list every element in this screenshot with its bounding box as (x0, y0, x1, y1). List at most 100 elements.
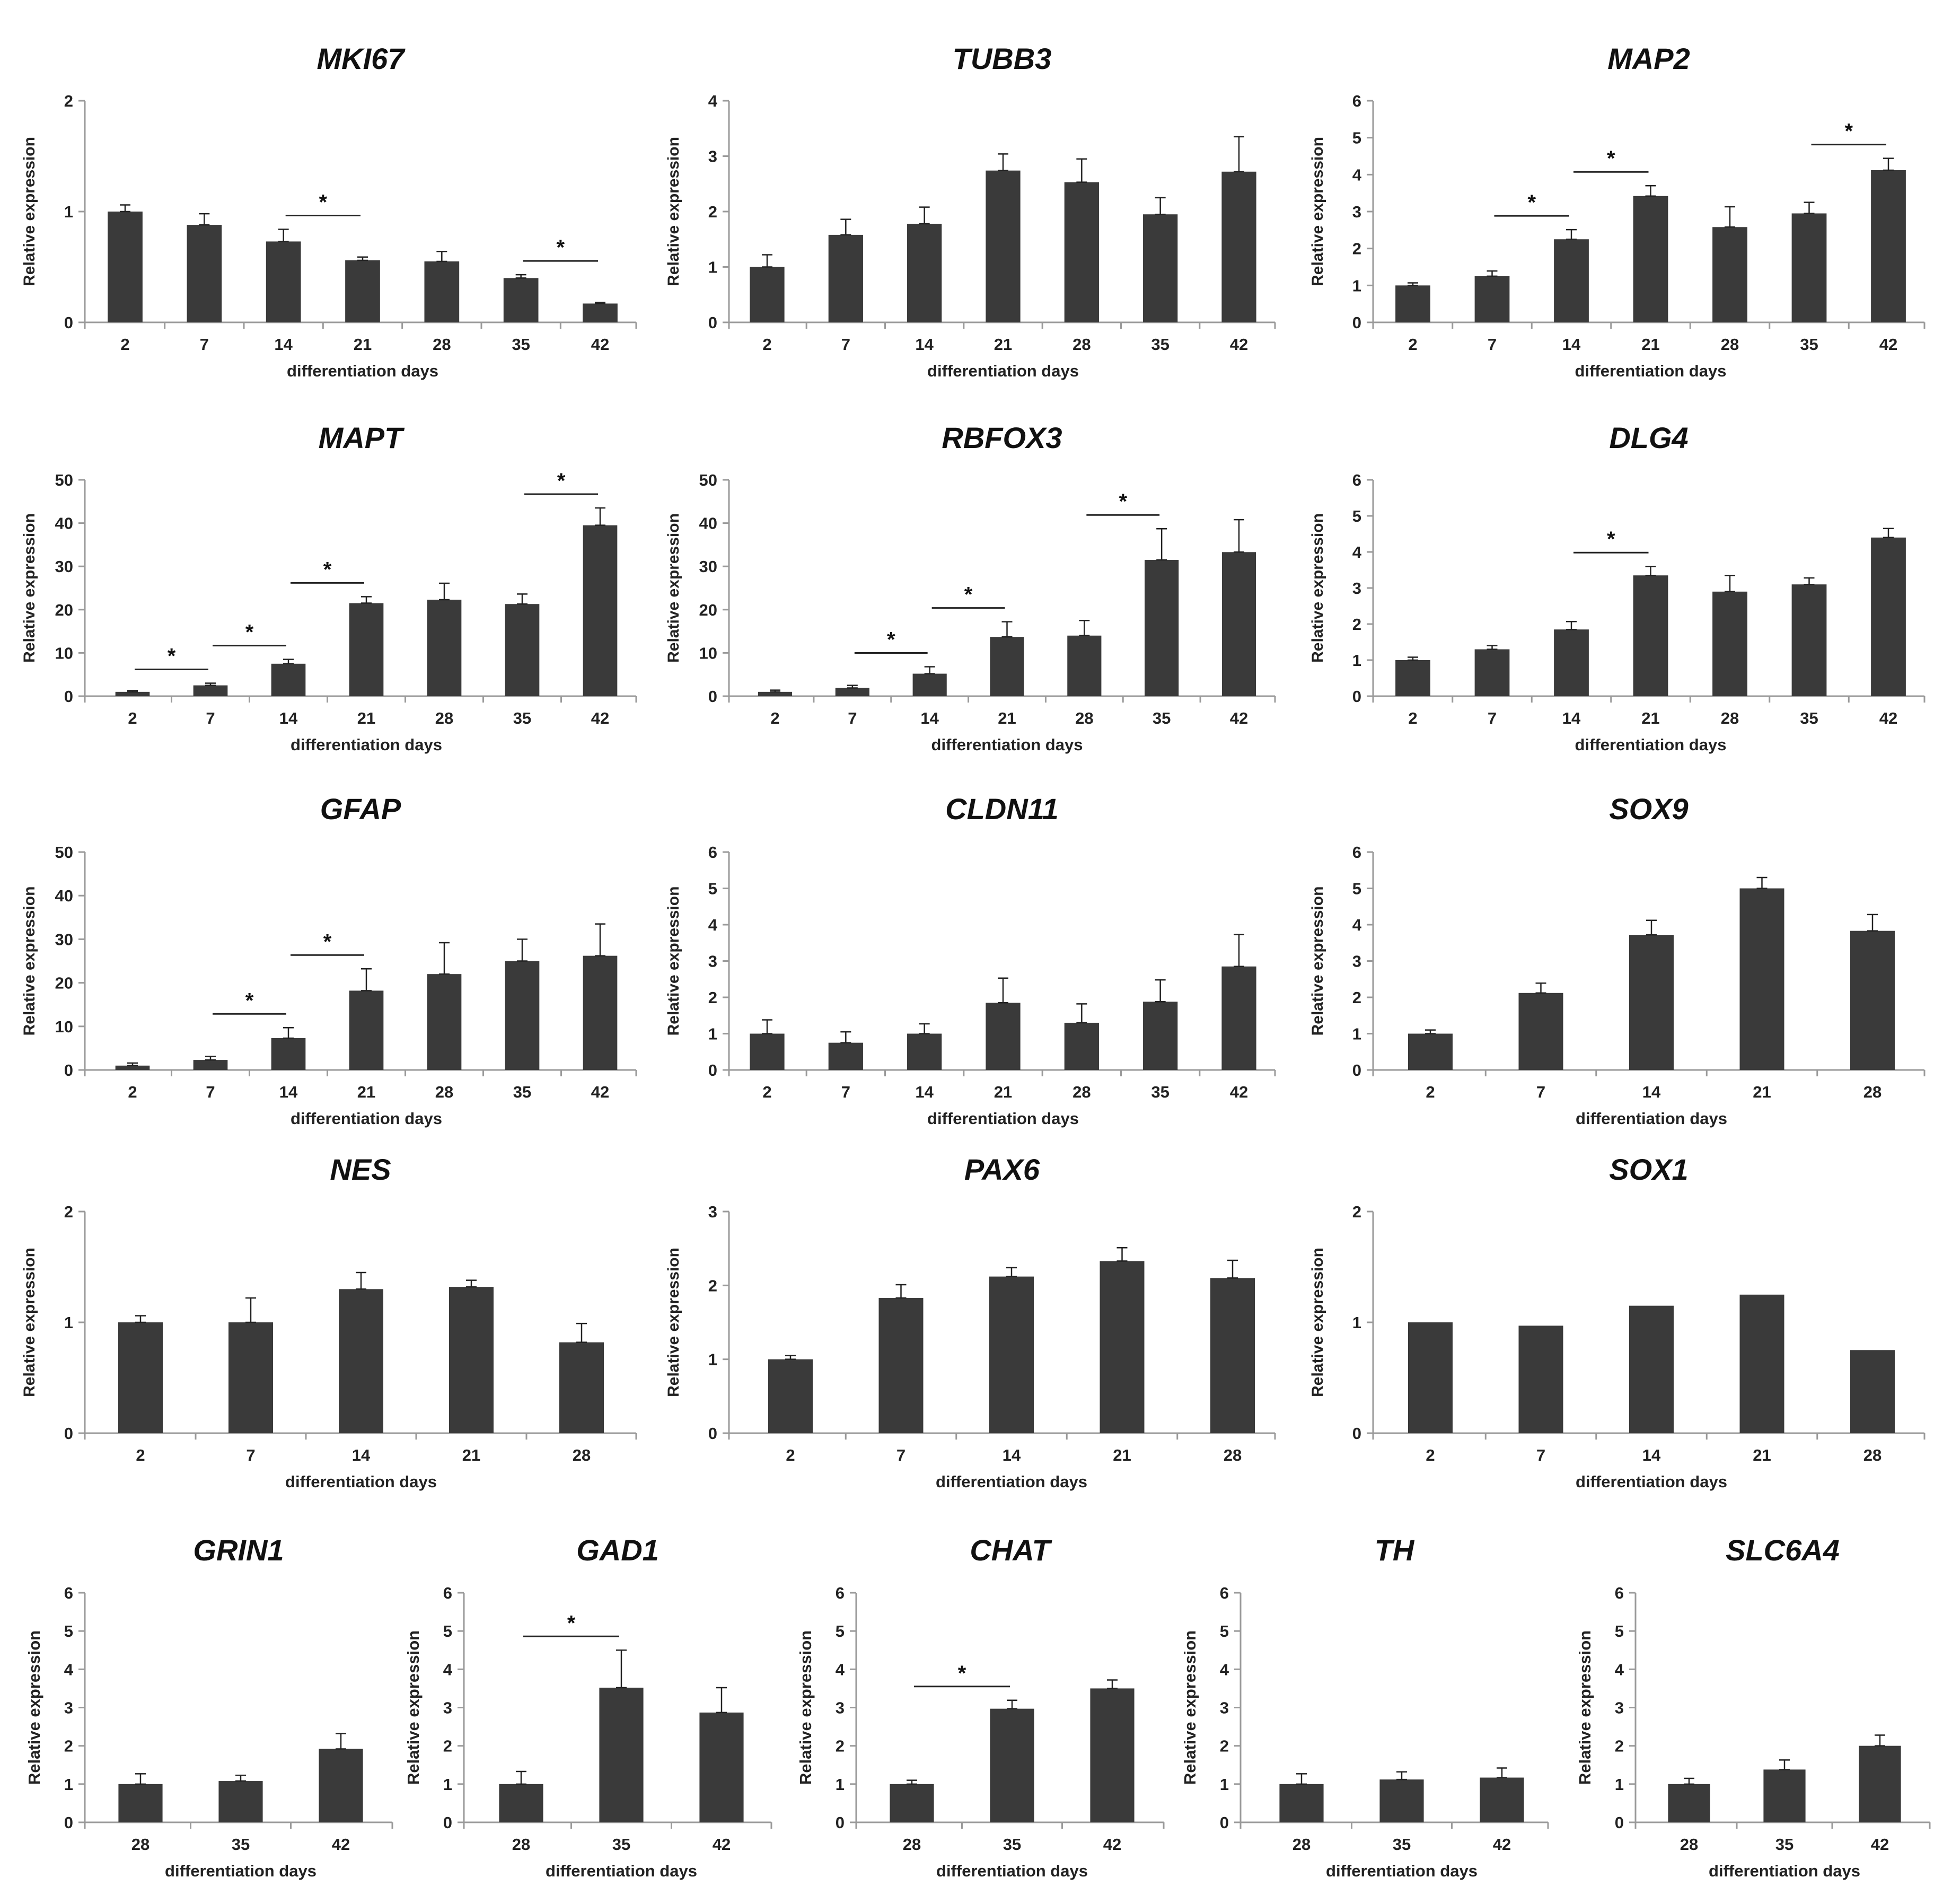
significance-star: * (319, 190, 328, 214)
y-tick-label: 5 (443, 1622, 452, 1640)
x-axis-label: differentiation days (285, 1472, 437, 1491)
bar-gad1-day-35 (599, 1687, 644, 1822)
bar-rbfox3-day-2 (758, 691, 793, 696)
y-axis-label: Relative expression (21, 137, 38, 286)
bar-tubb3-day-42 (1221, 171, 1256, 322)
x-axis-label: differentiation days (165, 1862, 316, 1880)
x-tick-label: 21 (994, 335, 1012, 354)
x-tick-label: 7 (206, 709, 215, 727)
y-tick-label: 40 (699, 514, 717, 533)
significance-star: * (1607, 528, 1615, 551)
x-tick-label: 35 (1151, 1083, 1169, 1101)
bar-dlg4-day-14 (1554, 629, 1589, 696)
x-tick-label: 2 (1426, 1446, 1435, 1464)
y-tick-label: 2 (1352, 988, 1361, 1007)
bar-rbfox3-day-14 (912, 673, 947, 696)
chart-title: MAP2 (1607, 42, 1690, 75)
bar-sox9-day-2 (1408, 1033, 1453, 1070)
bar-th-day-28 (1279, 1784, 1324, 1822)
y-axis-label: Relative expression (1309, 1248, 1326, 1397)
y-tick-label: 0 (708, 687, 717, 706)
chart-title: TUBB3 (953, 42, 1052, 75)
y-tick-label: 4 (1615, 1660, 1624, 1679)
bar-slc6a4-day-28 (1668, 1784, 1710, 1822)
chart-rbfox3: RBFOX3 0 10 20 30 40 50 Relative expression 2 7 14… (665, 421, 1276, 754)
chart-title: CHAT (970, 1533, 1052, 1567)
x-tick-label: 7 (896, 1446, 905, 1464)
significance-star: * (964, 583, 973, 607)
bar-sox1-day-21 (1739, 1294, 1784, 1433)
x-tick-label: 21 (1753, 1446, 1771, 1464)
x-tick-label: 28 (512, 1835, 530, 1854)
bar-rbfox3-day-35 (1145, 559, 1179, 696)
bar-mki67-day-14 (266, 241, 301, 322)
y-tick-label: 0 (708, 1424, 717, 1443)
y-tick-label: 2 (708, 203, 717, 221)
y-tick-label: 2 (708, 1276, 717, 1295)
bar-dlg4-day-21 (1633, 575, 1668, 696)
chart-sox9: SOX9 0 1 2 3 4 5 6 Relative expression 2 7 14 21 28 di… (1309, 792, 1926, 1128)
x-tick-label: 28 (435, 1083, 453, 1101)
y-tick-label: 3 (1615, 1699, 1624, 1717)
x-tick-label: 2 (1426, 1083, 1435, 1101)
bar-gad1-day-42 (699, 1712, 744, 1822)
x-tick-label: 28 (1293, 1835, 1311, 1854)
y-tick-label: 20 (55, 601, 73, 619)
x-tick-label: 7 (200, 335, 209, 354)
y-tick-label: 4 (708, 916, 718, 934)
y-axis-label: Relative expression (1181, 1630, 1199, 1785)
x-tick-label: 35 (512, 335, 530, 354)
x-tick-label: 28 (573, 1446, 591, 1464)
x-tick-label: 14 (352, 1446, 371, 1464)
chart-grin1: GRIN1 0 1 2 3 4 5 6 Relative expression 28 35 42 dif… (25, 1533, 393, 1880)
x-axis-label: differentiation days (1576, 1109, 1727, 1128)
y-tick-label: 20 (55, 974, 73, 993)
y-tick-label: 3 (836, 1699, 845, 1717)
bar-dlg4-day-28 (1712, 591, 1747, 696)
y-tick-label: 1 (1352, 276, 1361, 295)
bar-cldn11-day-42 (1221, 966, 1256, 1070)
y-tick-label: 2 (64, 92, 73, 110)
x-tick-label: 35 (1800, 709, 1818, 727)
y-tick-label: 5 (836, 1622, 845, 1640)
x-tick-label: 2 (1408, 709, 1417, 727)
y-axis-label: Relative expression (1309, 513, 1326, 663)
significance-star: * (245, 989, 254, 1012)
y-tick-label: 2 (1352, 1203, 1361, 1221)
y-tick-label: 6 (1615, 1584, 1624, 1602)
y-tick-label: 4 (836, 1660, 845, 1679)
bar-pax6-day-28 (1210, 1278, 1255, 1433)
x-tick-label: 35 (1003, 1835, 1021, 1854)
bar-pax6-day-14 (989, 1276, 1034, 1433)
x-tick-label: 7 (848, 709, 857, 727)
y-tick-label: 1 (708, 1350, 717, 1369)
bar-mki67-day-35 (503, 278, 539, 322)
significance-star: * (323, 558, 332, 581)
y-axis-label: Relative expression (796, 1630, 815, 1785)
chart-slc6a4: SLC6A4 0 1 2 3 4 5 6 Relative expression 28 35 42 di… (1576, 1533, 1931, 1880)
x-tick-label: 2 (1408, 335, 1417, 354)
x-tick-label: 28 (1680, 1835, 1698, 1854)
x-tick-label: 35 (232, 1835, 250, 1854)
y-tick-label: 2 (64, 1203, 73, 1221)
x-tick-label: 42 (591, 709, 609, 727)
chart-title: SOX9 (1609, 792, 1688, 826)
y-tick-label: 0 (708, 313, 717, 332)
bar-dlg4-day-2 (1395, 660, 1430, 696)
bar-nes-day-2 (118, 1322, 163, 1433)
bar-mapt-day-7 (193, 685, 228, 696)
y-tick-label: 40 (55, 514, 73, 533)
y-axis-label: Relative expression (25, 1630, 43, 1785)
y-tick-label: 2 (1352, 615, 1361, 634)
bar-mki67-day-28 (424, 261, 460, 322)
y-tick-label: 3 (1220, 1699, 1229, 1717)
x-axis-label: differentiation days (936, 1472, 1087, 1491)
bar-sox1-day-7 (1518, 1326, 1563, 1433)
y-tick-label: 0 (708, 1061, 717, 1080)
bar-chat-day-42 (1090, 1688, 1135, 1822)
chart-tubb3: TUBB3 0 1 2 3 4 Relative expression 2 7 14 21 28 35 4… (665, 42, 1276, 380)
bar-cldn11-day-35 (1143, 1002, 1178, 1070)
y-tick-label: 4 (708, 92, 718, 110)
x-tick-label: 28 (1072, 1083, 1091, 1101)
